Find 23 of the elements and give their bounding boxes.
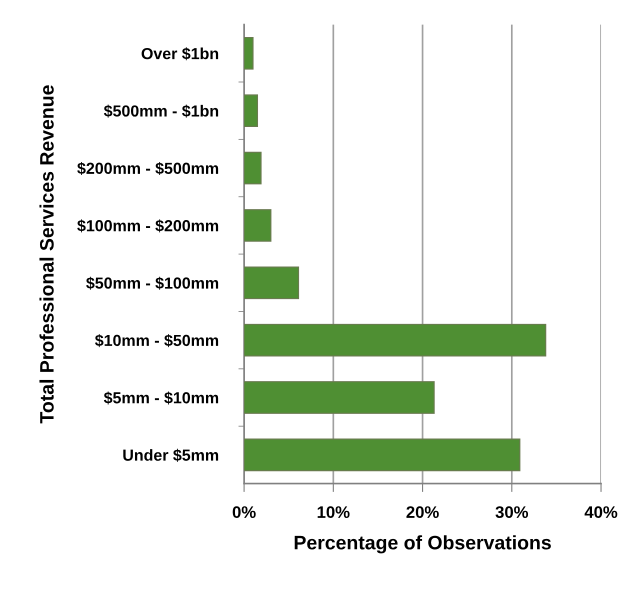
y-axis-title: Total Professional Services Revenue — [39, 85, 54, 424]
y-tick-label: $100mm - $200mm — [77, 219, 218, 232]
bar — [244, 94, 258, 128]
bar — [244, 209, 272, 242]
y-tick-label: Over $1bn — [142, 47, 218, 60]
y-tick-label: $5mm - $10mm — [104, 391, 218, 404]
bar — [244, 266, 300, 300]
x-tick-label: 20% — [406, 506, 439, 518]
y-tick-label: $10mm - $50mm — [95, 334, 218, 348]
bar — [244, 152, 262, 184]
x-tick-label: 10% — [318, 506, 350, 518]
y-tick-label: $200mm - $500mm — [77, 162, 218, 176]
bar — [244, 324, 546, 356]
y-tick-label: $50mm - $100mm — [86, 276, 218, 290]
bar — [244, 381, 435, 414]
x-tick-label: 0% — [232, 506, 256, 518]
x-tick-label: 40% — [584, 506, 618, 518]
bar — [244, 36, 254, 70]
x-tick-label: 30% — [496, 506, 528, 518]
y-tick-label: $500mm - $1bn — [104, 104, 218, 118]
y-tick-label: Under $5mm — [123, 448, 218, 462]
bar — [244, 438, 520, 472]
x-axis-title: Percentage of Observations — [294, 535, 551, 554]
